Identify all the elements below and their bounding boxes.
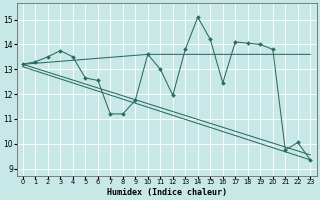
X-axis label: Humidex (Indice chaleur): Humidex (Indice chaleur) <box>107 188 227 197</box>
